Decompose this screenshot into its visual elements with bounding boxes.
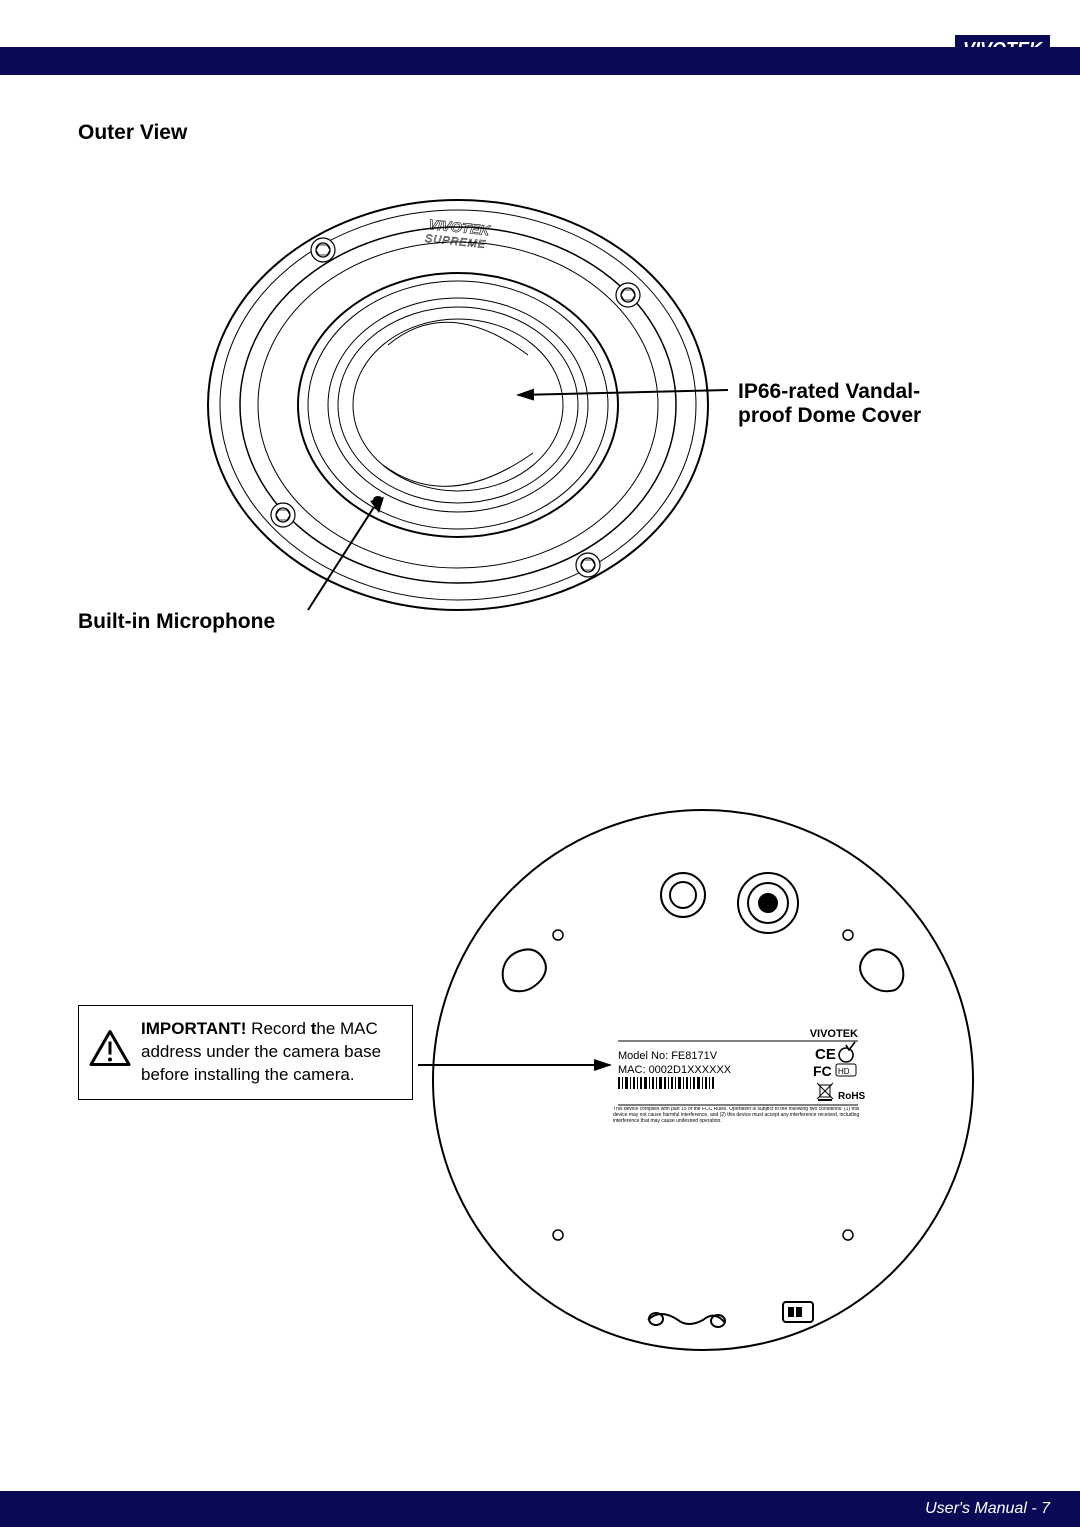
page-footer: User's Manual - 7 (0, 1491, 1080, 1527)
camera-base-diagram: Model No: FE8171V MAC: 0002D1XXXXXX (418, 805, 988, 1370)
svg-text:CE: CE (815, 1046, 836, 1063)
svg-text:HD: HD (838, 1067, 850, 1076)
dome-cover-label-l2: proof Dome Cover (738, 404, 921, 427)
svg-text:MAC: 0002D1XXXXXX: MAC: 0002D1XXXXXX (618, 1064, 732, 1076)
page-content: Outer View (0, 75, 1080, 1435)
svg-text:RoHS: RoHS (838, 1091, 866, 1102)
important-label: IMPORTANT! (141, 1019, 246, 1038)
warning-icon (89, 1030, 131, 1075)
page-number: User's Manual - 7 (925, 1500, 1050, 1518)
mac-address-callout: IMPORTANT! Record the MAC address under … (78, 1005, 413, 1100)
dome-cover-label: IP66-rated Vandal- proof Dome Cover (738, 380, 921, 428)
header-brand: VIVOTEK (955, 35, 1050, 64)
svg-text:FC: FC (813, 1063, 832, 1079)
svg-text:VIVOTEK: VIVOTEK (810, 1028, 858, 1040)
camera-outer-view-diagram: VIVOTEK SUPREME (188, 195, 728, 640)
dome-cover-label-l1: IP66-rated Vandal- (738, 380, 920, 403)
section-title: Outer View (78, 121, 1002, 145)
fcc-text: This device complies with part 15 of the… (613, 1107, 861, 1124)
diagram-area: VIVOTEK SUPREME IP66-rated Vandal- proof… (78, 195, 998, 1435)
page-header: VIVOTEK (0, 0, 1080, 75)
microphone-label: Built-in Microphone (78, 610, 275, 634)
callout-text-p1: Record (246, 1019, 310, 1038)
label-model-line: Model No: FE8171V (618, 1050, 718, 1062)
